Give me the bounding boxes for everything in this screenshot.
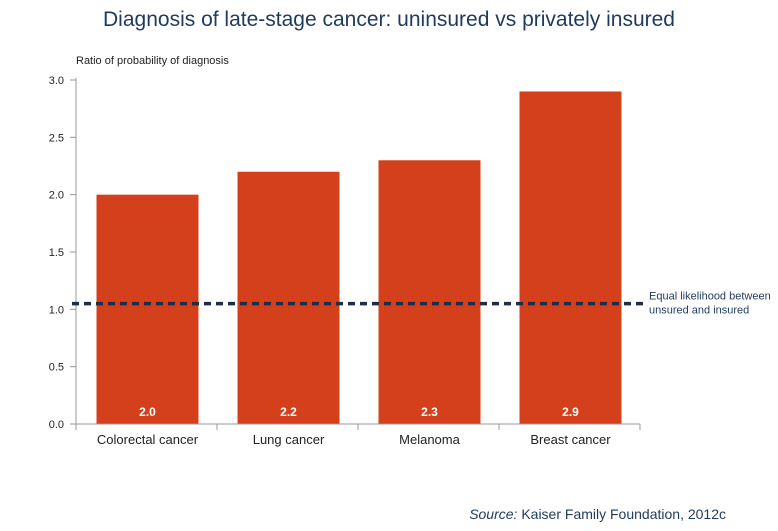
y-tick-label: 2.0 (49, 190, 64, 202)
bar-chart: Ratio of probability of diagnosis 0.0 0.5… (49, 55, 771, 447)
x-tick-label: Colorectal cancer (97, 432, 199, 447)
x-tick-label: Breast cancer (530, 432, 611, 447)
bars: 2.0 2.2 2.3 2.9 (96, 91, 622, 424)
bar (378, 160, 481, 424)
bar (96, 194, 199, 424)
source-prefix: Source: (469, 506, 518, 522)
source-text: Kaiser Family Foundation, 2012c (517, 506, 726, 522)
y-tick-label: 1.5 (49, 247, 64, 259)
bar-data-label: 2.3 (421, 405, 438, 419)
x-tick-label: Lung cancer (253, 432, 325, 447)
y-tick-label: 2.5 (49, 132, 64, 144)
source-note: Source: Kaiser Family Foundation, 2012c (469, 506, 726, 522)
reference-line-label: unsured and insured (649, 305, 749, 317)
y-tick-label: 3.0 (49, 75, 64, 87)
reference-line-group: Equal likelihood between unsured and insu… (72, 291, 771, 317)
y-tick-label: 0.0 (49, 419, 64, 431)
x-tick-label: Melanoma (399, 432, 460, 447)
bar (237, 171, 340, 424)
y-axis: 0.0 0.5 1.0 1.5 2.0 2.5 3.0 (49, 75, 77, 431)
bar (519, 91, 622, 424)
reference-line-label: Equal likelihood between (649, 291, 771, 303)
x-axis: Colorectal cancer Lung cancer Melanoma Brea… (75, 423, 641, 447)
bar-data-label: 2.2 (280, 405, 297, 419)
y-axis-label: Ratio of probability of diagnosis (76, 55, 229, 67)
bar-data-label: 2.9 (562, 405, 579, 419)
chart-title: Diagnosis of late-stage cancer: uninsure… (103, 8, 675, 31)
y-tick-label: 1.0 (49, 304, 64, 316)
y-tick-label: 0.5 (49, 362, 64, 374)
bar-data-label: 2.0 (139, 405, 156, 419)
